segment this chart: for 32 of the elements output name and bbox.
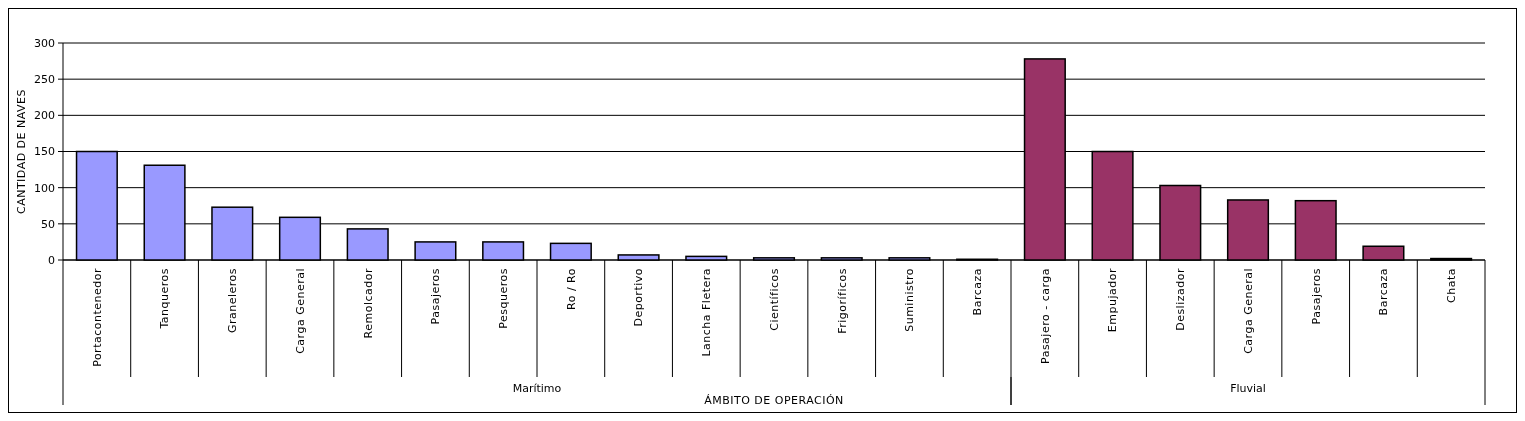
x-tick-label: Frigoríficos — [835, 268, 849, 334]
x-tick-label: Deportivo — [632, 268, 646, 327]
x-tick-label: Remolcador — [361, 268, 375, 339]
x-tick-label: Tanqueros — [158, 268, 172, 330]
x-tick-label: Pasajero - carga — [1038, 268, 1052, 364]
y-tick-label: 300 — [34, 36, 55, 50]
x-tick-label: Barcaza — [1377, 268, 1391, 316]
x-tick-label: Graneleros — [226, 268, 240, 334]
y-tick-label: 150 — [34, 145, 55, 159]
x-tick-label: Lancha Fletera — [700, 268, 714, 357]
y-tick-label: 50 — [41, 217, 55, 231]
x-tick-label: Pasajeros — [1309, 268, 1323, 325]
x-tick-label: Carga General — [1241, 268, 1255, 354]
y-tick-label: 250 — [34, 73, 55, 87]
x-tick-label: Chata — [1444, 268, 1458, 303]
x-tick-label: Deslizador — [1174, 268, 1188, 331]
x-tick-label: Pesqueros — [496, 268, 510, 329]
x-tick-label: Portacontenedor — [90, 268, 104, 367]
x-tick-label: Suministro — [903, 268, 917, 332]
y-tick-label: 100 — [34, 181, 55, 195]
text: Fluvial — [1230, 382, 1266, 395]
y-axis-title: CANTIDAD DE NAVES — [15, 88, 28, 215]
x-axis-title: ÁMBITO DE OPERACIÓN — [704, 393, 844, 407]
y-tick-label: 0 — [48, 253, 55, 267]
x-tick-label: Barcaza — [970, 268, 984, 316]
x-tick-label: Pasajeros — [429, 268, 443, 325]
text: Marítimo — [512, 382, 562, 395]
y-tick-label: 200 — [34, 109, 55, 123]
x-tick-label: Ro / Ro — [564, 268, 578, 310]
x-tick-label: Empujador — [1106, 268, 1120, 333]
x-tick-label: Carga General — [293, 268, 307, 354]
x-tick-label: Científicos — [767, 268, 781, 331]
